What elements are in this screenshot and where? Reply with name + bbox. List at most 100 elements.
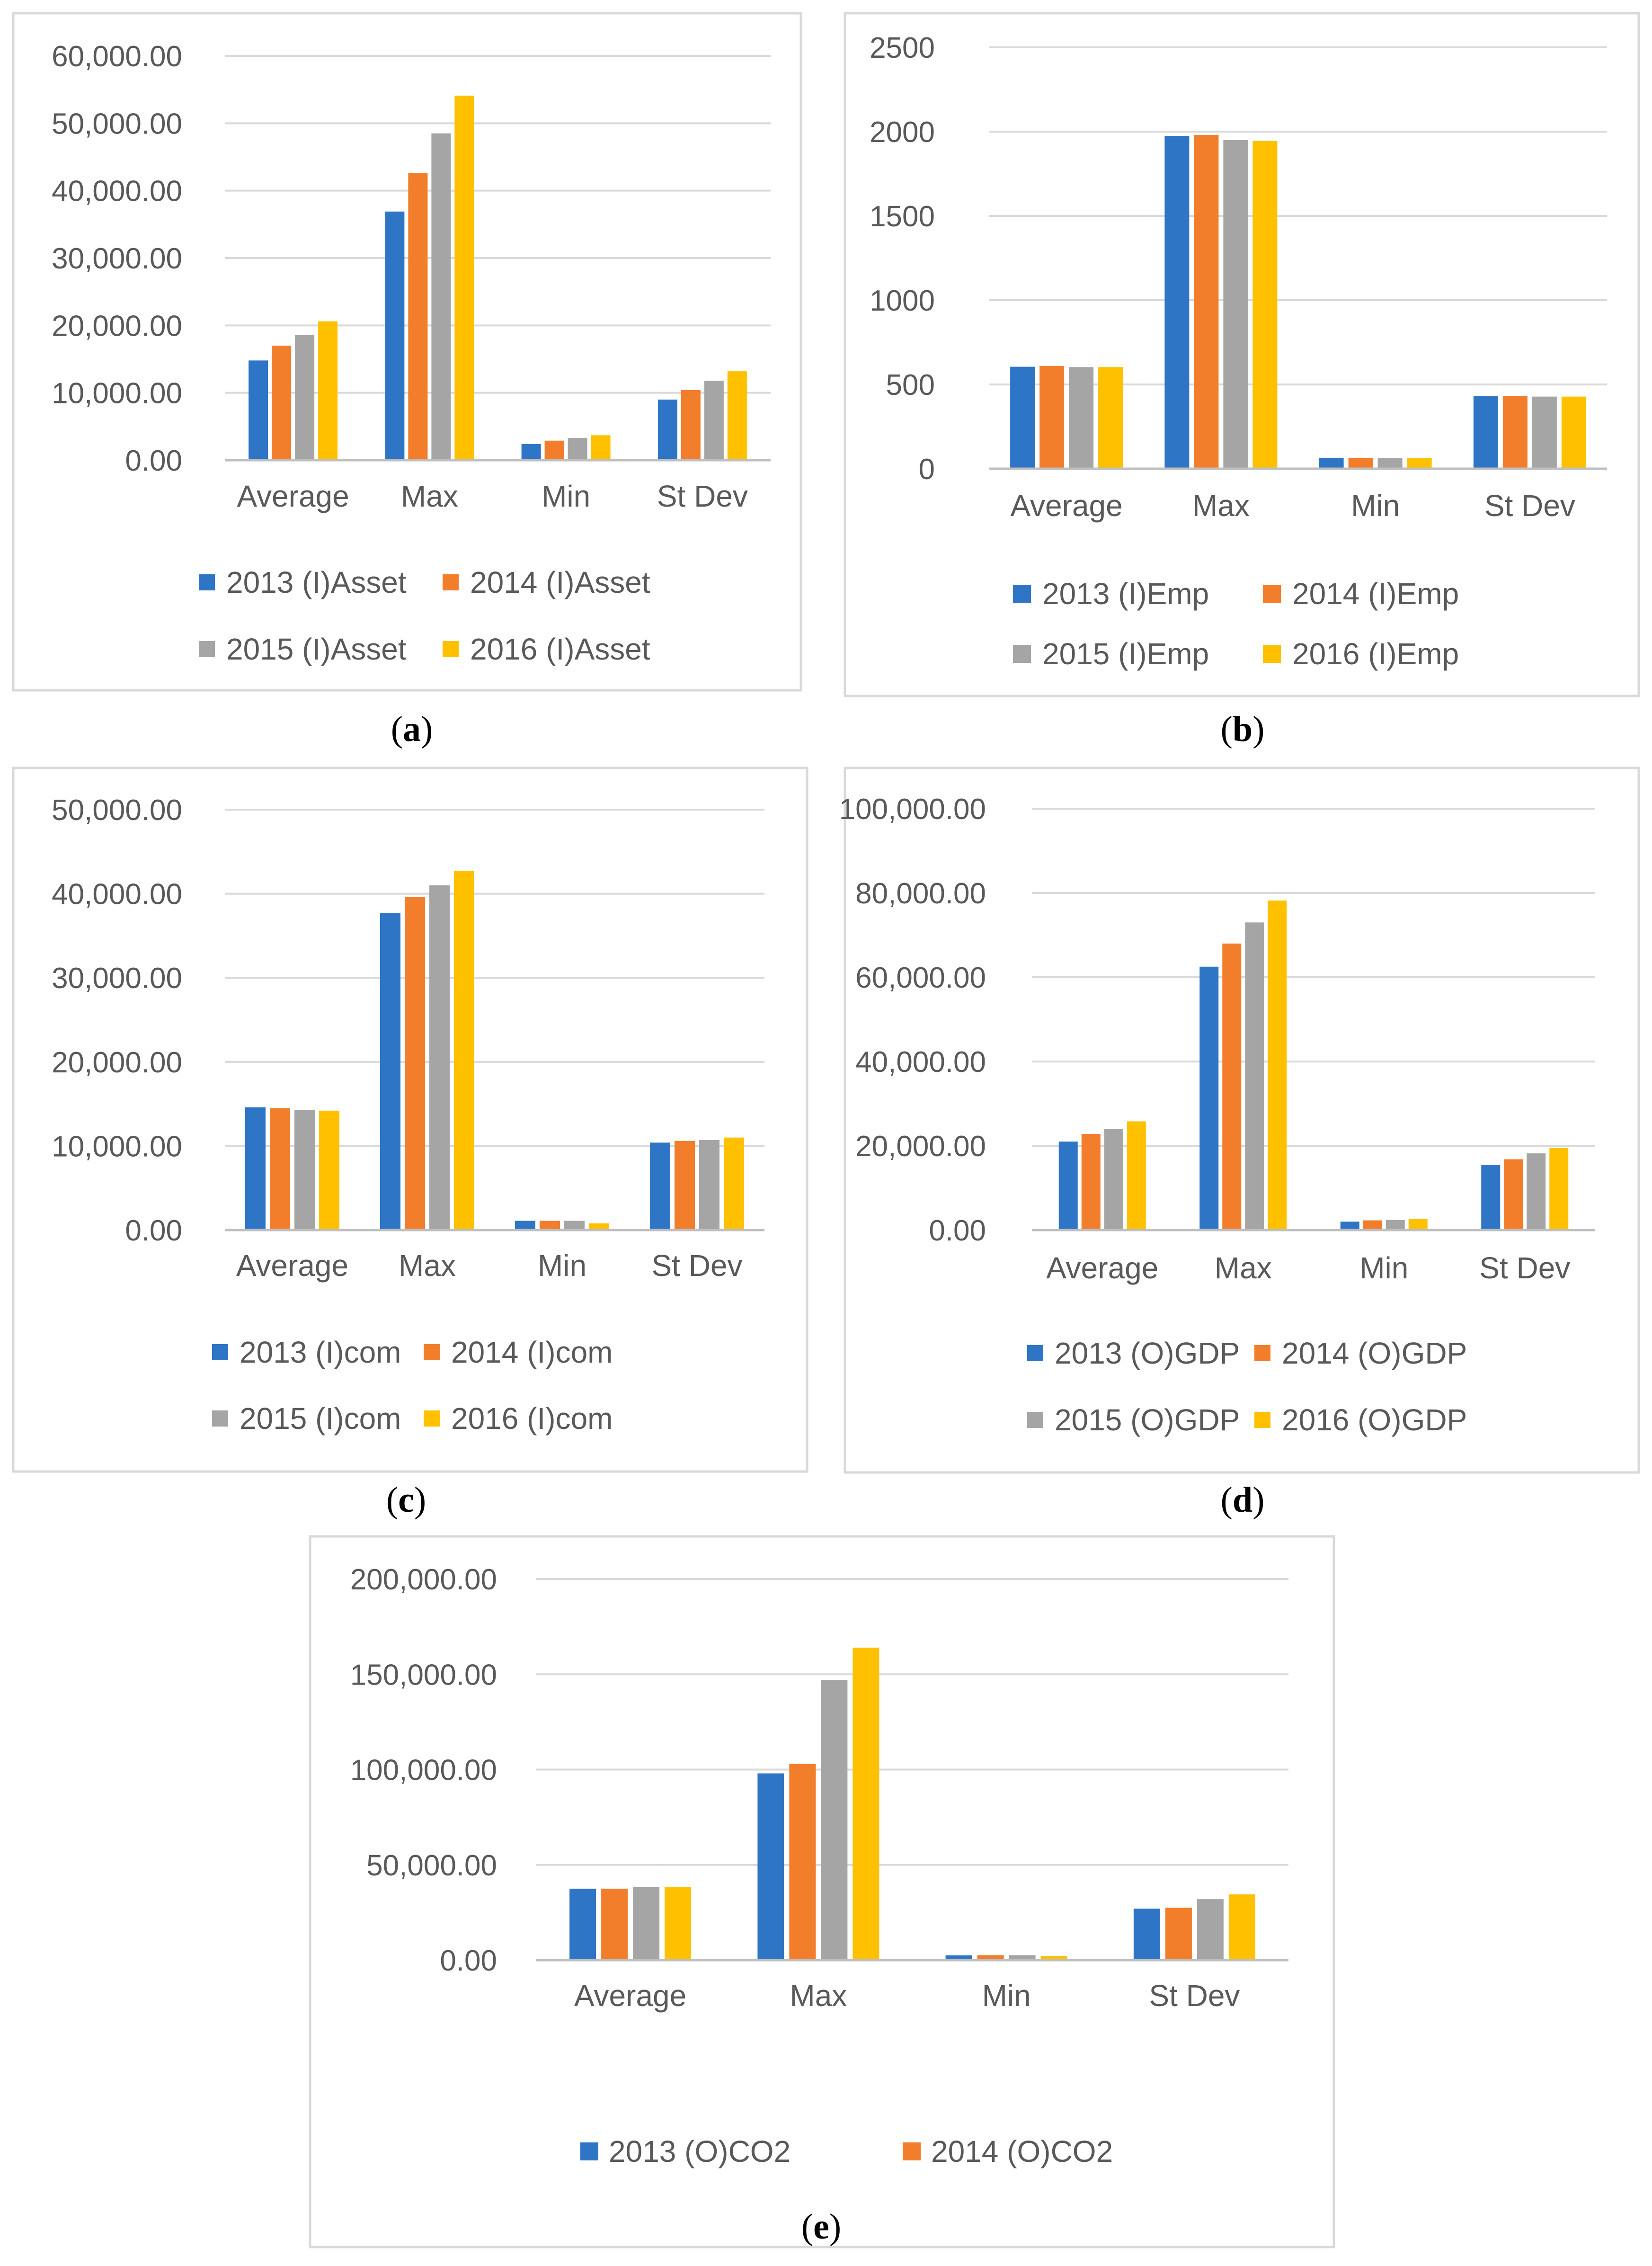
x-category-label: Average bbox=[574, 1979, 686, 2013]
legend-swatch bbox=[1013, 585, 1031, 603]
caption-close: ) bbox=[1252, 709, 1264, 749]
y-tick-label: 0.00 bbox=[125, 1214, 182, 1247]
legend-item: 2013 (O)GDP bbox=[1027, 1336, 1240, 1370]
bar-2015-min bbox=[568, 438, 587, 460]
legend-item: 2014 (I)Emp bbox=[1263, 577, 1459, 611]
bar-2016-min bbox=[589, 1223, 609, 1230]
bar-2016-average bbox=[665, 1887, 692, 1960]
bar-2014-st-dev bbox=[681, 390, 701, 460]
y-tick-label: 2500 bbox=[870, 32, 935, 64]
bar-2014-st-dev bbox=[1504, 1159, 1523, 1230]
x-category-label: St Dev bbox=[1484, 489, 1575, 523]
bar-2013-max bbox=[385, 211, 405, 460]
bar-2014-average bbox=[601, 1889, 628, 1960]
legend-label: 2014 (I)Emp bbox=[1292, 577, 1459, 611]
legend-item: 2016 (O)GDP bbox=[1254, 1403, 1467, 1437]
legend-label: 2014 (I)com bbox=[451, 1335, 613, 1369]
bar-2015-min bbox=[1009, 1955, 1036, 1960]
chart-frame-d bbox=[844, 767, 1640, 1474]
x-category-label: Average bbox=[1011, 489, 1123, 523]
legend-item: 2016 (I)Asset bbox=[443, 632, 650, 666]
bar-2015-average bbox=[295, 335, 315, 460]
chart-panel-e: 0.00 50,000.00 100,000.00 150,000.00 200,000… bbox=[309, 1535, 1335, 2248]
legend-swatch bbox=[1013, 645, 1031, 663]
bar-2013-average bbox=[1010, 366, 1035, 469]
bar-2015-st-dev bbox=[704, 381, 724, 460]
panel-caption: (c) bbox=[386, 1480, 426, 1520]
legend-item: 2016 (I)com bbox=[424, 1401, 613, 1436]
y-tick-label: 80,000.00 bbox=[855, 877, 986, 910]
bar-2014-average bbox=[1039, 366, 1065, 469]
bar-2015-st-dev bbox=[1532, 396, 1557, 469]
y-tick-label: 0.00 bbox=[125, 445, 182, 477]
bar-2015-average bbox=[1104, 1129, 1123, 1230]
caption-close: ) bbox=[421, 709, 433, 749]
legend-swatch bbox=[1027, 1345, 1043, 1361]
bar-2013-min bbox=[515, 1221, 535, 1230]
y-tick-label: 2000 bbox=[870, 116, 935, 149]
bar-2015-max bbox=[429, 885, 450, 1230]
legend-swatch bbox=[1263, 645, 1281, 663]
legend-swatch bbox=[212, 1410, 228, 1427]
bar-2015-min bbox=[564, 1221, 585, 1230]
x-category-label: St Dev bbox=[657, 479, 748, 513]
chart-panel-a: 0.00 10,000.00 20,000.00 30,000.00 40,000.00… bbox=[12, 12, 802, 749]
bar-2013-average bbox=[249, 360, 268, 460]
y-tick-label: 60,000.00 bbox=[52, 40, 182, 73]
bar-2015-min bbox=[1386, 1220, 1405, 1230]
bar-2014-max bbox=[789, 1764, 816, 1960]
legend-item: 2015 (I)Emp bbox=[1013, 637, 1209, 671]
y-tick-label: 1000 bbox=[870, 285, 935, 317]
legend-swatch bbox=[580, 2142, 598, 2160]
bar-2015-st-dev bbox=[699, 1140, 719, 1230]
bar-2016-st-dev bbox=[1549, 1148, 1569, 1230]
bar-2016-st-dev bbox=[1228, 1894, 1255, 1960]
legend-label: 2013 (I)com bbox=[240, 1335, 401, 1369]
legend-swatch bbox=[212, 1344, 228, 1360]
legend-swatch bbox=[1263, 585, 1281, 603]
bar-2013-st-dev bbox=[1473, 396, 1498, 469]
legend-item: 2013 (O)CO2 bbox=[580, 2134, 790, 2168]
legend-item: 2015 (I)Asset bbox=[199, 632, 407, 666]
y-tick-label: 1500 bbox=[870, 200, 935, 233]
panel-caption: (a) bbox=[391, 709, 433, 749]
bar-2015-max bbox=[821, 1680, 848, 1960]
legend-swatch bbox=[199, 641, 215, 657]
bar-2015-st-dev bbox=[1527, 1153, 1546, 1230]
chart-frame-a bbox=[12, 12, 802, 692]
y-tick-label: 0.00 bbox=[929, 1214, 986, 1247]
y-tick-label: 10,000.00 bbox=[52, 1130, 182, 1163]
x-category-label: Max bbox=[1215, 1251, 1272, 1285]
legend-label: 2016 (I)Asset bbox=[470, 632, 650, 666]
legend-item: 2013 (I)com bbox=[212, 1335, 401, 1369]
bar-2015-average bbox=[633, 1887, 660, 1960]
bar-2014-max bbox=[405, 897, 425, 1230]
bar-2014-max bbox=[1222, 943, 1242, 1230]
bar-2013-average bbox=[1058, 1142, 1078, 1230]
y-tick-label: 500 bbox=[886, 369, 935, 401]
legend-label: 2013 (I)Emp bbox=[1042, 577, 1209, 611]
bar-2014-max bbox=[408, 173, 428, 460]
legend-label: 2014 (O)GDP bbox=[1282, 1336, 1467, 1370]
bar-2014-min bbox=[977, 1955, 1004, 1960]
bar-2016-average bbox=[1098, 367, 1123, 469]
legend-label: 2016 (O)GDP bbox=[1282, 1403, 1467, 1437]
bar-2015-max bbox=[1245, 922, 1264, 1230]
bar-2013-min bbox=[945, 1955, 972, 1960]
legend-item: 2014 (I)com bbox=[424, 1335, 613, 1369]
y-tick-label: 0.00 bbox=[440, 1945, 497, 1977]
x-category-label: Max bbox=[401, 479, 458, 513]
legend-label: 2013 (I)Asset bbox=[226, 565, 407, 599]
y-tick-label: 200,000.00 bbox=[350, 1563, 497, 1596]
legend-label: 2014 (O)CO2 bbox=[931, 2134, 1113, 2168]
legend-label: 2015 (I)Emp bbox=[1042, 637, 1209, 671]
caption-open: ( bbox=[801, 2207, 813, 2247]
caption-open: ( bbox=[391, 709, 403, 749]
bar-2013-average bbox=[569, 1889, 596, 1960]
bar-2013-st-dev bbox=[650, 1142, 670, 1230]
bar-2014-st-dev bbox=[1502, 396, 1528, 469]
y-tick-label: 50,000.00 bbox=[52, 107, 182, 140]
legend-swatch bbox=[1254, 1345, 1270, 1361]
legend-label: 2016 (I)Emp bbox=[1292, 637, 1459, 671]
